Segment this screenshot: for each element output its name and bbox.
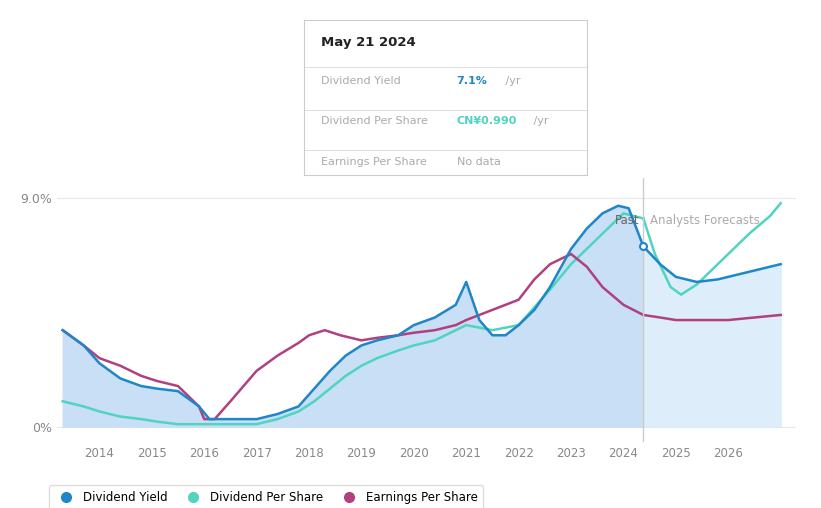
Text: Dividend Yield: Dividend Yield: [321, 76, 401, 86]
Text: CN¥0.990: CN¥0.990: [456, 116, 517, 126]
Text: /yr: /yr: [530, 116, 549, 126]
Text: Dividend Per Share: Dividend Per Share: [321, 116, 428, 126]
Text: Earnings Per Share: Earnings Per Share: [321, 156, 427, 167]
Text: Analysts Forecasts: Analysts Forecasts: [649, 214, 759, 228]
Text: 7.1%: 7.1%: [456, 76, 488, 86]
Text: No data: No data: [456, 156, 501, 167]
Legend: Dividend Yield, Dividend Per Share, Earnings Per Share: Dividend Yield, Dividend Per Share, Earn…: [48, 485, 484, 508]
Text: /yr: /yr: [502, 76, 521, 86]
Text: Past: Past: [615, 214, 640, 228]
Text: May 21 2024: May 21 2024: [321, 36, 415, 49]
